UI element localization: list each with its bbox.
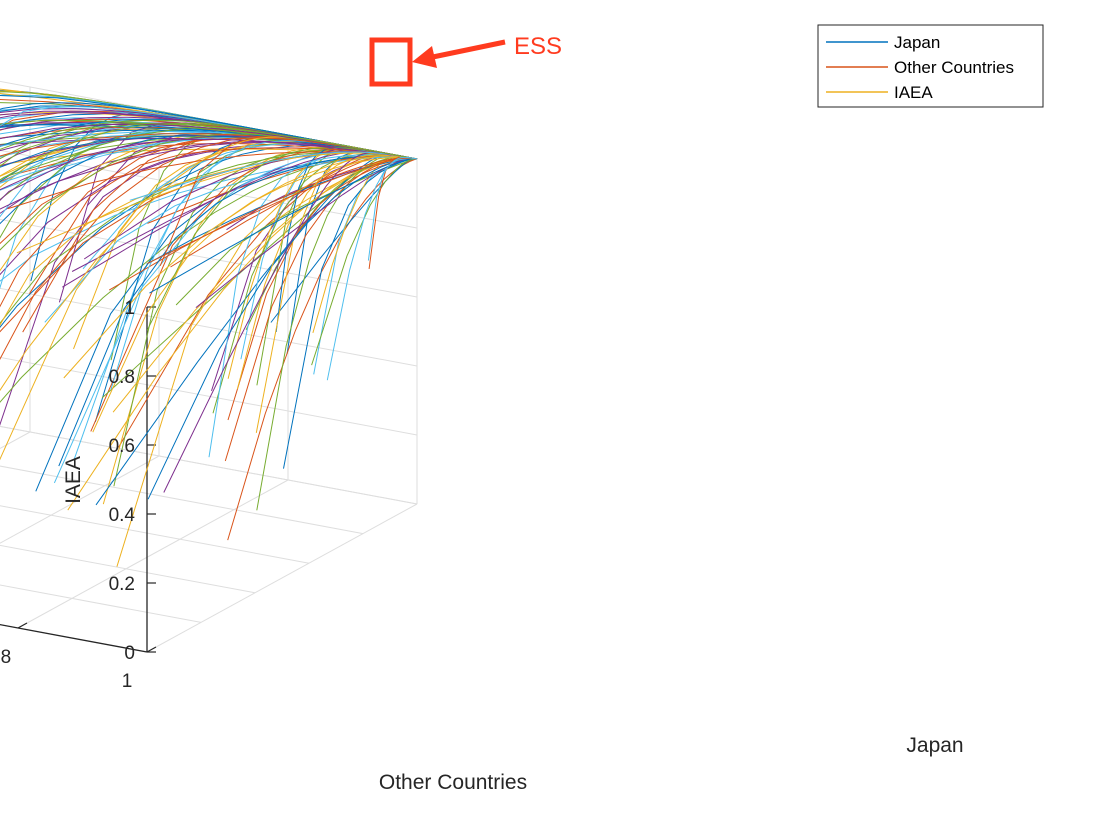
grid-lines [0, 80, 418, 653]
ess-marker-box [369, 37, 413, 87]
z-tick-label: 0.4 [109, 505, 136, 526]
z-tick-label: 0.8 [109, 367, 135, 388]
z-tick-label: 0.6 [109, 436, 135, 457]
grid-line [0, 455, 160, 544]
legend-label-iaea: IAEA [894, 83, 933, 102]
grid-line [0, 584, 202, 623]
z-tick-label: 1 [124, 298, 135, 319]
ess-annotation: ESS [369, 33, 562, 87]
ess-label: ESS [514, 33, 562, 60]
grid-line [0, 465, 364, 535]
grid-line [0, 218, 418, 298]
grid-line [17, 479, 289, 629]
trajectory-line [326, 156, 418, 381]
trajectory-curves [0, 88, 418, 567]
grid-line [0, 505, 310, 564]
axes [0, 306, 157, 653]
z-tick-label: 0.2 [109, 574, 135, 595]
legend: Japan Other Countries IAEA [817, 24, 1044, 108]
x-tick-mark [146, 646, 157, 653]
grid-line [0, 356, 418, 436]
x-tick-mark [17, 622, 28, 629]
grid-line [0, 425, 418, 505]
x-tick-label: 1 [122, 671, 133, 692]
z-tick-label: 0 [124, 643, 135, 664]
x-axis-label: Other Countries [379, 771, 527, 794]
tick-labels: 00.20.40.60.8110.80.60.40.2000.20.40.60.… [0, 298, 135, 692]
grid-line [0, 149, 418, 229]
grid-line [146, 503, 418, 653]
ess-arrow-head [412, 46, 437, 68]
legend-box [817, 24, 1044, 108]
ess-arrow-shaft [427, 39, 506, 61]
z-axis-label: IAEA [62, 456, 85, 504]
legend-label-japan: Japan [894, 33, 940, 52]
y-axis-label: Japan [906, 734, 963, 757]
legend-label-other-countries: Other Countries [894, 58, 1014, 77]
x-tick-label: 0.8 [0, 647, 11, 668]
x-axis-line [0, 623, 148, 653]
